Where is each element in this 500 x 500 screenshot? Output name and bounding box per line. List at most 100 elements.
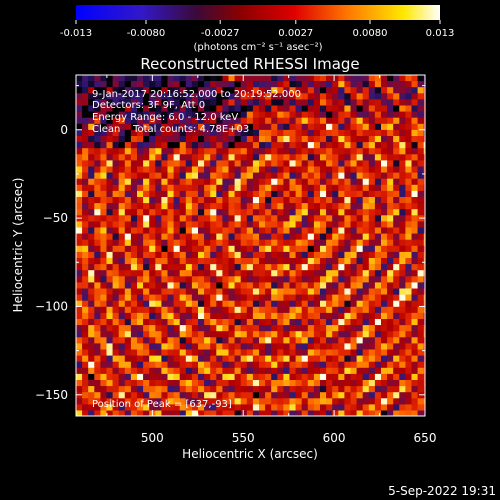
heatmap-cell [381,99,388,106]
heatmap-cell [356,129,363,137]
heatmap-cell [118,306,126,314]
heatmap-cell [155,209,162,216]
heatmap-cell [82,129,89,137]
heatmap-cell [246,392,254,399]
heatmap-cell [350,239,357,247]
heatmap-cell [149,172,156,179]
heatmap-cell [277,380,284,387]
heatmap-cell [118,227,126,234]
heatmap-cell [338,99,345,106]
heatmap-cell [259,87,266,94]
heatmap-cell [362,373,370,381]
heatmap-cell [417,239,424,247]
heatmap-cell [411,148,418,155]
heatmap-cell [76,154,83,161]
heatmap-cell [234,99,241,106]
heatmap-cell [240,209,248,216]
heatmap-cell [137,75,144,82]
heatmap-cell [283,105,290,112]
heatmap-cell [423,209,425,216]
heatmap-cell [161,166,168,173]
heatmap-cell [289,251,296,259]
heatmap-cell [76,227,83,234]
heatmap-cell [216,264,223,271]
heatmap-cell [173,294,180,301]
heatmap-cell [179,209,187,216]
heatmap-cell [155,300,162,308]
heatmap-cell [265,123,272,131]
heatmap-cell [417,209,424,216]
heatmap-cell [76,258,83,265]
heatmap-cell [88,111,95,118]
heatmap-cell [356,81,363,88]
heatmap-cell [216,288,223,295]
heatmap-cell [124,288,132,295]
heatmap-cell [143,312,150,320]
heatmap-cell [191,184,199,192]
heatmap-cell [307,233,315,240]
heatmap-cell [216,306,223,314]
heatmap-cell [259,184,266,192]
heatmap-cell [143,160,150,167]
heatmap-cell [155,349,162,356]
heatmap-cell [198,245,205,253]
heatmap-cell [191,233,199,240]
heatmap-cell [350,233,357,240]
heatmap-cell [161,276,168,283]
heatmap-cell [295,392,302,399]
heatmap-cell [283,264,290,271]
heatmap-cell [149,386,156,393]
heatmap-cell [210,142,217,149]
heatmap-cell [344,312,351,320]
heatmap-cell [307,404,315,411]
heatmap-cell [362,294,370,301]
heatmap-cell [100,233,107,240]
heatmap-cell [185,117,193,125]
heatmap-cell [240,288,248,295]
heatmap-cell [246,154,254,161]
heatmap-cell [423,380,425,387]
heatmap-cell [185,270,193,277]
heatmap-cell [118,172,126,179]
heatmap-cell [417,87,424,94]
heatmap-cell [356,270,363,277]
heatmap-cell [423,99,425,106]
heatmap-cell [259,349,266,356]
heatmap-cell [76,129,83,137]
heatmap-cell [246,203,254,210]
heatmap-cell [112,251,119,259]
heatmap-cell [179,288,187,295]
heatmap-cell [338,319,345,326]
heatmap-cell [259,392,266,399]
heatmap-cell [118,209,126,216]
heatmap-cell [399,319,406,326]
heatmap-cell [234,172,241,179]
heatmap-cell [411,190,418,198]
heatmap-cell [149,81,156,88]
heatmap-cell [137,300,144,308]
heatmap-cell [307,367,315,375]
heatmap-cell [405,203,412,210]
heatmap-cell [283,355,290,362]
heatmap-cell [240,245,248,253]
heatmap-cell [246,343,254,350]
heatmap-cell [234,227,241,234]
heatmap-cell [88,203,95,210]
heatmap-cell [411,349,418,356]
heatmap-cell [295,105,302,112]
heatmap-cell [417,160,424,167]
heatmap-cell [283,282,290,289]
colorbar-ticks: -0.013 -0.0080 -0.0027 0.0027 0.0080 0.013 [60,20,454,39]
heatmap-cell [301,190,309,198]
heatmap-cell [271,99,278,106]
heatmap-cell [179,105,187,112]
heatmap-cell [289,184,296,192]
heatmap-cell [198,288,205,295]
heatmap-cell [210,172,217,179]
heatmap-cell [210,99,217,106]
heatmap-cell [130,178,138,186]
heatmap-cell [277,197,284,204]
heatmap-cell [112,349,119,356]
heatmap-cell [326,373,333,381]
heatmap-cell [118,312,126,320]
